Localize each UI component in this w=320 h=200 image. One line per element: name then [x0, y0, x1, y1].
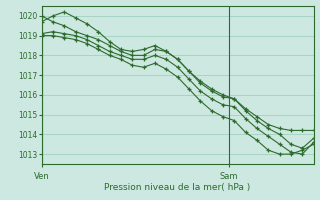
X-axis label: Pression niveau de la mer( hPa ): Pression niveau de la mer( hPa ) [104, 183, 251, 192]
